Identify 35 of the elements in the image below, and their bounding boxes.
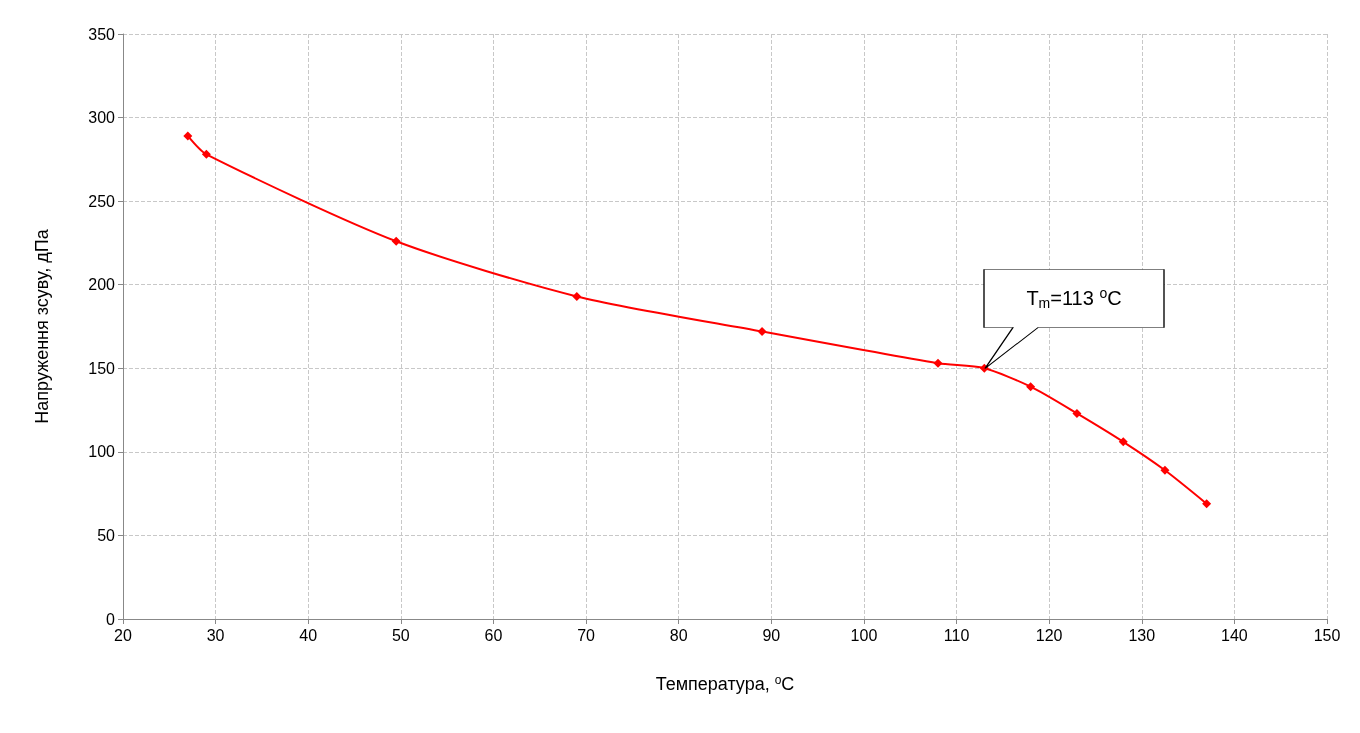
y-tick-label: 0 xyxy=(106,610,116,628)
x-tick-label: 40 xyxy=(299,626,318,644)
x-tick-label: 110 xyxy=(943,626,970,644)
point xyxy=(183,131,193,141)
x-tick-label: 50 xyxy=(391,626,410,644)
y-tick-label: 100 xyxy=(88,443,116,461)
x-tick-label: 140 xyxy=(1221,626,1248,644)
y-tick-label: 50 xyxy=(97,526,116,544)
y-axis-title: Напруження зсуву, дПа xyxy=(32,228,52,424)
x-tick-label: 80 xyxy=(669,626,688,644)
x-tick-label: 120 xyxy=(1035,626,1063,644)
y-tick-label: 300 xyxy=(88,109,116,127)
point xyxy=(1202,499,1212,509)
y-tick-label: 150 xyxy=(88,359,116,377)
x-tick-label: 150 xyxy=(1313,626,1341,644)
point xyxy=(1118,437,1128,447)
point xyxy=(201,149,211,159)
x-tick-label: 130 xyxy=(1128,626,1156,644)
y-tick-label: 250 xyxy=(88,192,116,210)
y-tick-label: 200 xyxy=(88,276,116,294)
point xyxy=(979,363,989,373)
x-tick-label: 100 xyxy=(850,626,878,644)
point xyxy=(1026,382,1036,392)
point xyxy=(933,358,943,368)
point xyxy=(757,327,767,337)
point xyxy=(572,291,582,301)
x-tick-label: 70 xyxy=(577,626,596,644)
x-tick-label: 30 xyxy=(206,626,225,644)
x-tick-label: 60 xyxy=(484,626,503,644)
point xyxy=(1160,465,1170,475)
x-tick-label: 90 xyxy=(762,626,781,644)
y-tick-label: 350 xyxy=(88,25,116,43)
point xyxy=(391,236,401,246)
point xyxy=(1072,408,1082,418)
x-tick-label: 20 xyxy=(114,626,132,644)
